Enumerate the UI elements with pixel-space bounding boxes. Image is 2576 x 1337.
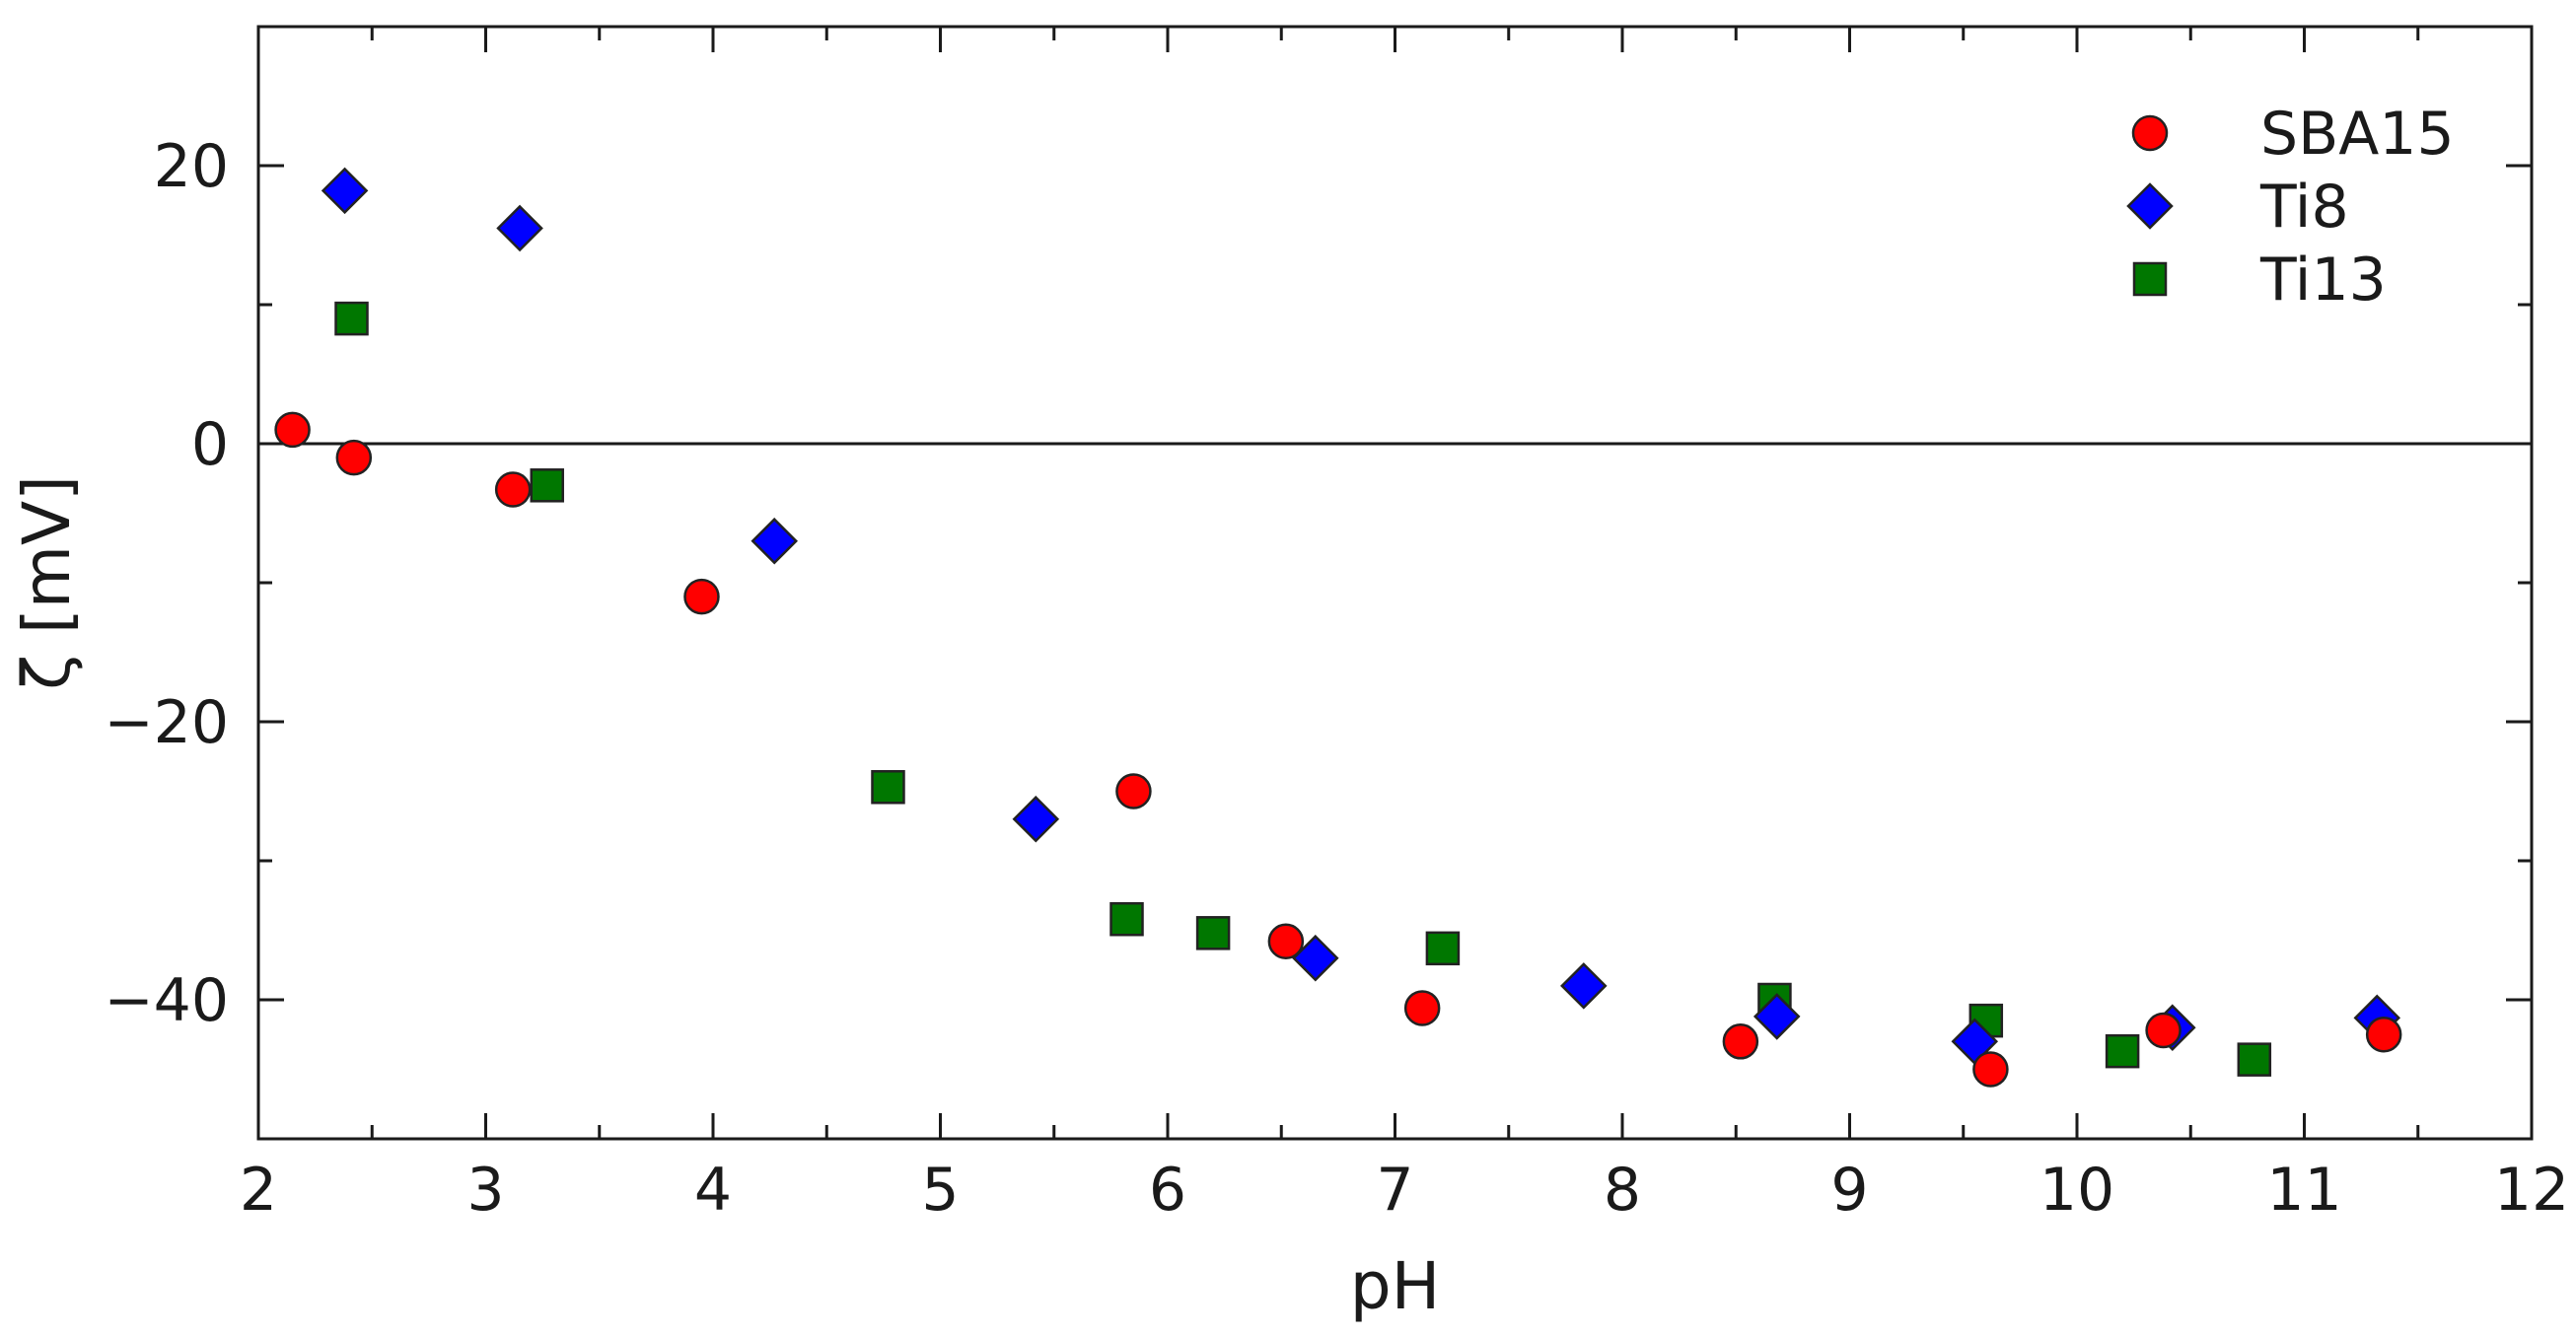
x-tick-label: 5 — [921, 1156, 959, 1225]
ti13-legend-label: Ti13 — [2259, 246, 2387, 315]
x-tick-label: 2 — [240, 1156, 277, 1225]
sba15-point — [1267, 923, 1305, 960]
y-axis-label: ζ [mV] — [9, 475, 85, 690]
sba15-point — [335, 439, 373, 476]
sba15-legend-marker — [2131, 114, 2169, 152]
y-tick-label: −20 — [104, 688, 229, 757]
x-axis-label: pH — [1350, 1248, 1441, 1324]
y-tick-label: 20 — [154, 132, 229, 201]
ti13-point — [2105, 1033, 2140, 1069]
ti13-point — [1109, 901, 1144, 937]
ti8-point — [1560, 962, 1608, 1010]
x-tick-label: 11 — [2266, 1156, 2341, 1225]
sba15-point — [683, 578, 720, 615]
y-tick-label: −40 — [104, 966, 229, 1035]
sba15-point — [1403, 990, 1441, 1026]
ti13-point — [1195, 916, 1231, 950]
x-tick-label: 4 — [694, 1156, 732, 1225]
y-tick-label: 0 — [191, 410, 229, 479]
x-tick-label: 12 — [2494, 1156, 2569, 1225]
plot-frame — [256, 25, 2534, 1141]
ti13-point — [871, 770, 905, 805]
ti8-point — [1012, 795, 1060, 843]
x-tick-label: 8 — [1604, 1156, 1641, 1225]
ti13-legend-marker — [2132, 261, 2168, 297]
ti8-legend-marker — [2126, 182, 2174, 230]
ti8-point — [1753, 993, 1801, 1040]
ti13-point — [1425, 931, 1461, 966]
ti8-legend-label: Ti8 — [2259, 173, 2349, 242]
sba15-point — [274, 411, 311, 449]
ti13-point — [334, 301, 369, 336]
ti8-point — [751, 517, 799, 565]
ti8-point — [496, 204, 543, 252]
sba15-point — [494, 471, 532, 508]
sba15-legend-label: SBA15 — [2260, 100, 2455, 169]
sba15-point — [2145, 1012, 2182, 1049]
sba15-point — [1972, 1051, 2009, 1088]
sba15-point — [1722, 1023, 1759, 1060]
sba15-point — [1115, 773, 1152, 809]
x-tick-label: 9 — [1830, 1156, 1868, 1225]
x-tick-label: 6 — [1149, 1156, 1186, 1225]
sba15-point — [2365, 1017, 2402, 1053]
x-tick-label: 3 — [466, 1156, 504, 1225]
x-tick-label: 10 — [2039, 1156, 2114, 1225]
ti13-point — [2237, 1042, 2272, 1077]
ti13-point — [530, 468, 564, 503]
x-tick-label: 7 — [1376, 1156, 1413, 1225]
ti8-point — [321, 167, 369, 215]
